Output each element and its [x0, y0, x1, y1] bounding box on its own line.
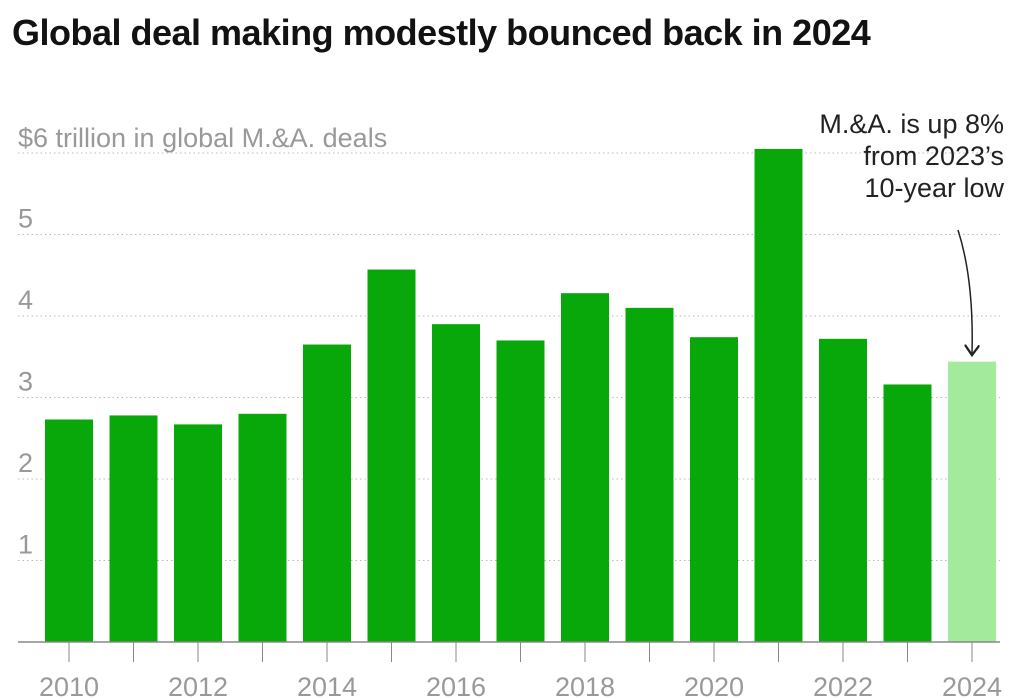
x-tick-label-2012: 2012 [168, 672, 228, 699]
bar-2022 [819, 338, 867, 642]
x-tick-label-2020: 2020 [684, 672, 744, 699]
x-tick-label-2014: 2014 [297, 672, 357, 699]
chart-title: Global deal making modestly bounced back… [12, 12, 871, 53]
y-tick-label-2: 2 [18, 448, 33, 478]
bar-2017 [496, 340, 545, 642]
bar-2012 [174, 424, 222, 642]
annotation-arrow [957, 229, 972, 354]
annotation-line-2: from 2023’s [863, 141, 1004, 171]
bar-2019 [625, 307, 674, 642]
bar-2014 [303, 344, 351, 642]
bar-2021 [754, 148, 803, 643]
annotation-line-1: M.&A. is up 8% [819, 109, 1004, 139]
bar-2013 [238, 413, 287, 642]
x-axis: 2010 2012 2014 2016 2018 2020 2022 2024 [18, 641, 1002, 699]
y-tick-label-4: 4 [18, 285, 33, 315]
x-tick-label-2016: 2016 [426, 672, 486, 699]
bar-2010 [45, 419, 93, 642]
bar-2024 [948, 361, 996, 642]
bar-2011 [109, 415, 158, 642]
annotation: M.&A. is up 8% from 2023’s 10-year low [819, 109, 1005, 354]
bar-2018 [561, 293, 609, 642]
x-tick-label-2010: 2010 [39, 672, 99, 699]
bar-2020 [690, 337, 738, 642]
bar-2016 [432, 324, 480, 642]
annotation-line-3: 10-year low [864, 173, 1004, 203]
x-tick-label-2018: 2018 [555, 672, 615, 699]
y-tick-label-1: 1 [18, 530, 33, 560]
y-tick-label-3: 3 [18, 367, 33, 397]
bar-2023 [883, 384, 932, 642]
y-unit-label: $6 trillion in global M.&A. deals [18, 123, 387, 153]
bars [45, 148, 996, 643]
y-tick-label-5: 5 [18, 204, 33, 234]
bar-2015 [367, 269, 416, 642]
x-tick-label-2024: 2024 [942, 672, 1002, 699]
x-tick-label-2022: 2022 [813, 672, 873, 699]
annotation-text: M.&A. is up 8% from 2023’s 10-year low [819, 109, 1004, 203]
